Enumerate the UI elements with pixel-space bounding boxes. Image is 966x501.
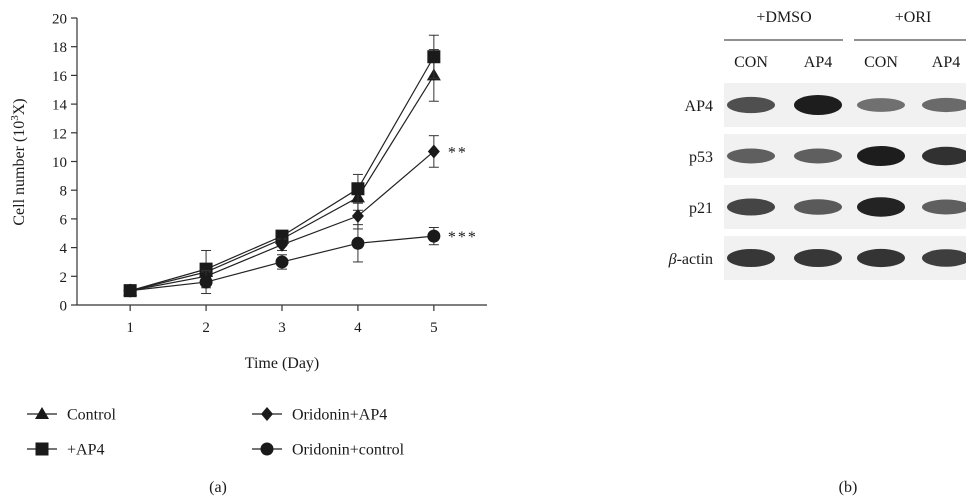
blot-band xyxy=(857,248,905,268)
legend-marker xyxy=(35,442,49,456)
data-point xyxy=(276,237,288,252)
y-tick-label: 14 xyxy=(52,98,68,114)
blot-protein-name: p53 xyxy=(689,149,713,166)
legend-label: +AP4 xyxy=(67,442,104,459)
y-tick-label: 2 xyxy=(60,270,68,286)
data-point xyxy=(427,144,440,159)
significance-annotation: *** xyxy=(448,229,478,246)
blot-protein-label: β-actin xyxy=(668,251,713,268)
y-tick-label: 12 xyxy=(52,126,67,142)
blot-band xyxy=(727,148,775,164)
blot-band xyxy=(727,249,775,267)
y-tick-label: 8 xyxy=(60,184,68,200)
legend-marker xyxy=(35,407,49,419)
panel-label-b: (b) xyxy=(839,479,858,496)
blot-lane-label: CON xyxy=(864,54,898,71)
x-tick-label: 2 xyxy=(202,320,210,336)
blot-protein-name: -actin xyxy=(677,251,713,268)
blot-band xyxy=(922,199,966,215)
significance-annotation: ** xyxy=(448,144,468,161)
blot-protein-name: p21 xyxy=(689,200,713,217)
data-point xyxy=(351,182,365,196)
x-tick-label: 5 xyxy=(430,320,438,336)
y-axis-label-sup: 3 xyxy=(9,115,21,121)
blot-band xyxy=(794,148,842,164)
legend-marker xyxy=(260,442,274,456)
y-tick-label: 20 xyxy=(52,12,67,28)
blot-protein-label: p53 xyxy=(689,149,713,166)
blot-lane-label: AP4 xyxy=(804,54,832,71)
blot-protein-label: p21 xyxy=(689,200,713,217)
blot-protein-name: AP4 xyxy=(685,98,713,115)
blot-band xyxy=(922,249,966,267)
blot-row-p21: p21 xyxy=(689,185,966,229)
blot-band xyxy=(794,249,842,267)
blot-band xyxy=(794,95,842,115)
x-tick-label: 1 xyxy=(126,320,134,336)
x-tick-label: 4 xyxy=(354,320,362,336)
data-point xyxy=(351,209,364,224)
blot-protein-label: AP4 xyxy=(685,98,713,115)
blot-row-ap4: AP4 xyxy=(685,83,966,127)
data-point xyxy=(427,50,441,64)
blot-band xyxy=(922,146,966,166)
blot-band xyxy=(857,197,905,217)
series-oridonin-ap4 xyxy=(124,135,440,298)
legend-label: Oridonin+AP4 xyxy=(292,407,387,424)
data-point xyxy=(427,229,441,243)
y-tick-label: 10 xyxy=(52,155,67,171)
blot-band xyxy=(922,97,966,113)
chart-legend: Control +AP4 Oridonin+AP4 Oridonin+control xyxy=(27,407,405,459)
y-tick-label: 6 xyxy=(60,212,68,228)
legend-label: Oridonin+control xyxy=(292,442,405,459)
series-oridonin-control xyxy=(123,224,441,298)
legend-item-ap4: +AP4 xyxy=(27,442,104,459)
legend-item-control: Control xyxy=(27,407,116,424)
legend-item-oridonin-control: Oridonin+control xyxy=(252,442,405,459)
blot-row-p53: p53 xyxy=(689,134,966,178)
y-axis-label-main: Cell number (10 xyxy=(11,121,28,226)
blot-band xyxy=(727,198,775,216)
data-point xyxy=(275,255,289,269)
data-point xyxy=(123,284,137,298)
blot-protein-symbol: β xyxy=(668,251,677,268)
blot-lane-label: CON xyxy=(734,54,768,71)
chart-series-layer: ***** xyxy=(123,34,478,298)
blot-band xyxy=(857,146,905,166)
y-tick-label: 4 xyxy=(60,241,68,257)
y-tick-label: 16 xyxy=(52,69,68,85)
data-point xyxy=(199,275,213,289)
blot-lane-label: AP4 xyxy=(932,54,960,71)
blot-group-label: +ORI xyxy=(895,9,932,26)
y-axis-label-tail: X) xyxy=(11,98,28,115)
y-tick-label: 0 xyxy=(60,299,68,315)
blot-band xyxy=(727,96,775,114)
blot-row-actin: β-actin xyxy=(668,236,966,280)
blot-group-label: +DMSO xyxy=(756,9,811,26)
series-line xyxy=(130,150,435,292)
western-blot: +DMSO +ORI CON AP4 CON AP4 AP4 p53 p21 β-actin xyxy=(668,9,966,280)
x-axis-label: Time (Day) xyxy=(245,355,320,372)
legend-marker xyxy=(261,407,273,421)
data-point xyxy=(351,236,365,250)
panel-label-a: (a) xyxy=(209,479,227,496)
y-axis-label: Cell number (103X) xyxy=(9,98,28,225)
x-tick-label: 3 xyxy=(278,320,286,336)
blot-band xyxy=(794,199,842,215)
legend-label: Control xyxy=(67,407,116,424)
legend-item-oridonin-ap4: Oridonin+AP4 xyxy=(252,407,387,424)
y-tick-label: 18 xyxy=(52,40,67,56)
blot-band xyxy=(857,98,905,112)
